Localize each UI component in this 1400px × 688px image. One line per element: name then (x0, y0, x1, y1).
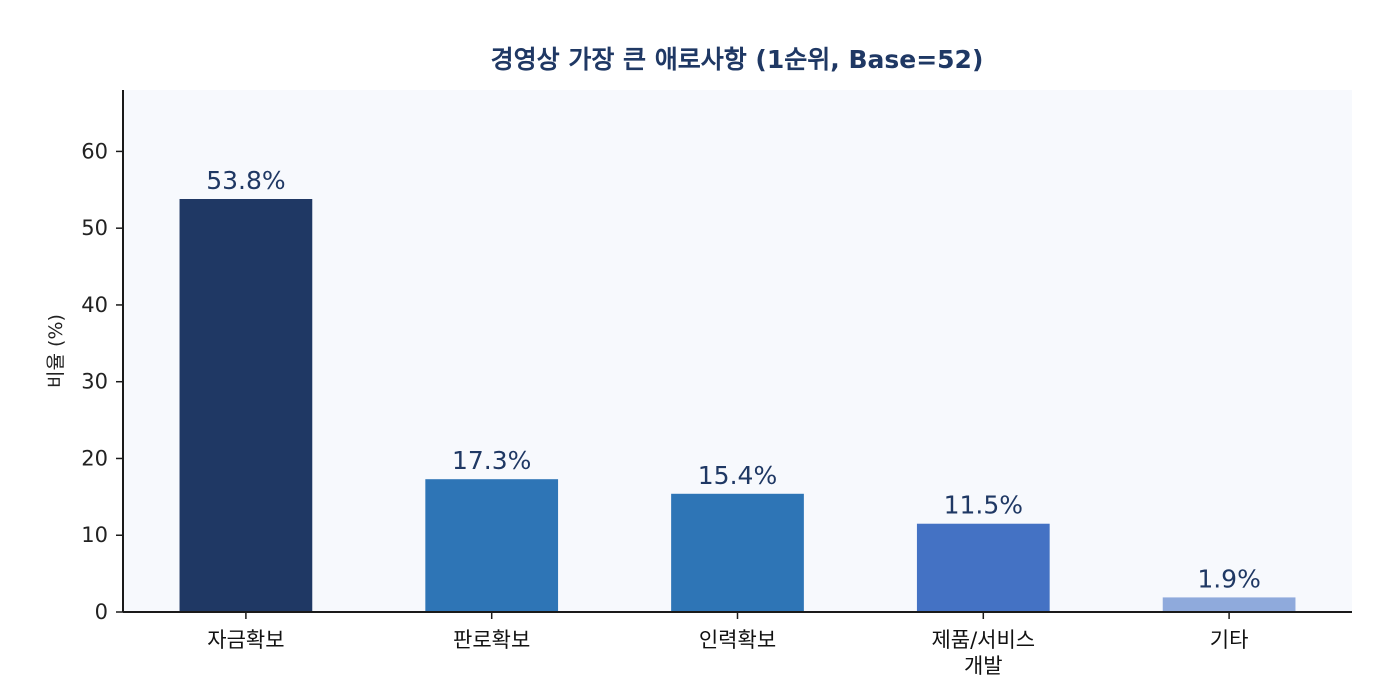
bar (1162, 597, 1296, 612)
axes: 0 10 20 30 40 50 60 자금확보 판로확보 인력확보 제품/서비스 개발 기타 (81, 90, 1352, 678)
y-tick-label: 60 (81, 139, 108, 163)
bar (425, 479, 559, 612)
data-label: 17.3% (452, 446, 531, 475)
bar (916, 523, 1050, 612)
data-label: 15.4% (698, 461, 777, 490)
x-tick-label: 자금확보 (207, 628, 284, 652)
x-tick-label: 인력확보 (699, 628, 776, 652)
bar (179, 199, 313, 612)
x-tick-label: 제품/서비스 개발 (931, 628, 1035, 678)
y-axis-label: 비율 (%) (45, 314, 67, 388)
y-tick-label: 0 (95, 600, 108, 624)
y-tick-label: 10 (81, 523, 108, 547)
x-tick-label: 판로확보 (453, 628, 530, 652)
data-label: 11.5% (944, 491, 1023, 520)
data-label: 1.9% (1197, 564, 1261, 593)
y-tick-label: 20 (81, 446, 108, 470)
bar (671, 493, 804, 612)
bars: 53.8% 17.3% 15.4% 11.5% 1.9% (179, 166, 1296, 612)
y-tick-label: 50 (81, 216, 108, 240)
y-tick-label: 30 (81, 370, 108, 394)
y-tick-label: 40 (81, 293, 108, 317)
data-label: 53.8% (206, 166, 285, 195)
x-tick-label: 기타 (1210, 628, 1249, 652)
chart-title: 경영상 가장 큰 애로사항 (1순위, Base=52) (491, 45, 984, 74)
